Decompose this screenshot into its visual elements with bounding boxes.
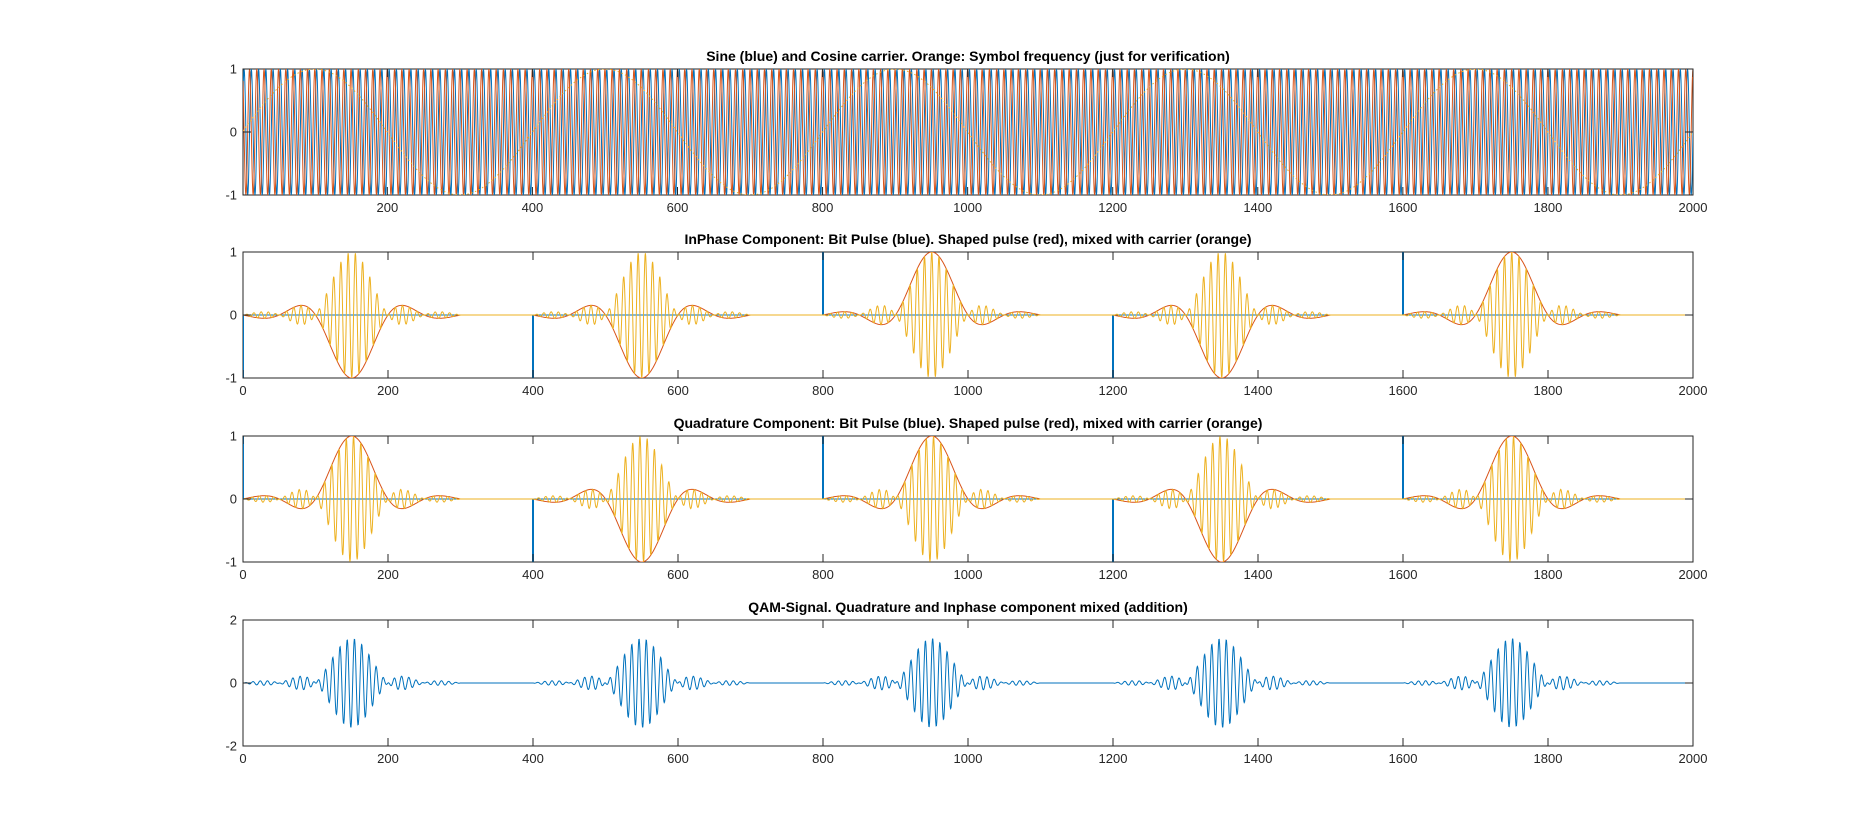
chart-title: Quadrature Component: Bit Pulse (blue). … [674, 415, 1263, 431]
series-group [243, 252, 1693, 378]
x-tick-label: 400 [522, 383, 544, 398]
x-tick-label: 0 [239, 567, 246, 582]
y-tick-label: -1 [225, 555, 237, 570]
x-tick-label: 0 [239, 383, 246, 398]
axes-4: QAM-Signal. Quadrature and Inphase compo… [225, 599, 1707, 766]
x-tick-label: 400 [522, 751, 544, 766]
x-tick-label: 2000 [1679, 567, 1708, 582]
x-tick-label: 600 [667, 751, 689, 766]
x-tick-label: 2000 [1679, 200, 1708, 215]
x-tick-label: 1200 [1099, 751, 1128, 766]
x-tick-label: 1000 [954, 751, 983, 766]
y-tick-label: -2 [225, 739, 237, 754]
series-group [243, 638, 1693, 728]
x-tick-label: 1000 [953, 200, 982, 215]
x-tick-label: 1800 [1534, 383, 1563, 398]
x-tick-label: 800 [812, 751, 834, 766]
x-tick-label: 800 [812, 200, 834, 215]
y-tick-label: 0 [230, 125, 237, 140]
x-tick-label: 600 [667, 383, 689, 398]
x-tick-label: 400 [522, 200, 544, 215]
x-tick-label: 400 [522, 567, 544, 582]
y-tick-label: 1 [230, 62, 237, 77]
x-tick-label: 200 [377, 383, 399, 398]
x-tick-label: 1800 [1533, 200, 1562, 215]
y-tick-label: -1 [225, 188, 237, 203]
x-tick-label: 1400 [1244, 567, 1273, 582]
x-tick-label: 1200 [1099, 383, 1128, 398]
axes-layer: Sine (blue) and Cosine carrier. Orange: … [225, 48, 1707, 766]
mixed-carrier-line [243, 436, 1693, 562]
x-tick-label: 1200 [1098, 200, 1127, 215]
sine-carrier-line [243, 69, 1693, 195]
qam-signal-line [243, 638, 1693, 728]
x-tick-label: 1200 [1099, 567, 1128, 582]
chart-title: QAM-Signal. Quadrature and Inphase compo… [748, 599, 1187, 615]
x-tick-label: 1400 [1244, 383, 1273, 398]
x-tick-label: 600 [667, 567, 689, 582]
x-tick-label: 1800 [1534, 751, 1563, 766]
x-tick-label: 2000 [1679, 383, 1708, 398]
chart-title: Sine (blue) and Cosine carrier. Orange: … [706, 48, 1230, 64]
x-tick-label: 1600 [1389, 383, 1418, 398]
axes-2: InPhase Component: Bit Pulse (blue). Sha… [225, 231, 1707, 398]
series-group [243, 436, 1693, 562]
y-tick-label: -1 [225, 371, 237, 386]
x-tick-label: 200 [377, 567, 399, 582]
x-tick-label: 800 [812, 567, 834, 582]
x-tick-label: 800 [812, 383, 834, 398]
y-tick-label: 2 [230, 613, 237, 628]
x-tick-label: 1000 [954, 383, 983, 398]
x-tick-label: 1800 [1534, 567, 1563, 582]
x-tick-label: 600 [667, 200, 689, 215]
x-tick-label: 1600 [1388, 200, 1417, 215]
axes-1: Sine (blue) and Cosine carrier. Orange: … [225, 48, 1707, 215]
y-tick-label: 1 [230, 245, 237, 260]
y-tick-label: 0 [230, 492, 237, 507]
mixed-carrier-line [243, 252, 1693, 378]
x-tick-label: 1600 [1389, 567, 1418, 582]
y-tick-label: 1 [230, 429, 237, 444]
x-tick-label: 1600 [1389, 751, 1418, 766]
x-tick-label: 1400 [1244, 751, 1273, 766]
x-tick-label: 1000 [954, 567, 983, 582]
y-tick-label: 0 [230, 308, 237, 323]
x-tick-label: 1400 [1243, 200, 1272, 215]
x-tick-label: 2000 [1679, 751, 1708, 766]
chart-title: InPhase Component: Bit Pulse (blue). Sha… [684, 231, 1251, 247]
y-tick-label: 0 [230, 676, 237, 691]
x-tick-label: 200 [377, 751, 399, 766]
x-tick-label: 0 [239, 751, 246, 766]
x-tick-label: 200 [376, 200, 398, 215]
axes-3: Quadrature Component: Bit Pulse (blue). … [225, 415, 1707, 582]
